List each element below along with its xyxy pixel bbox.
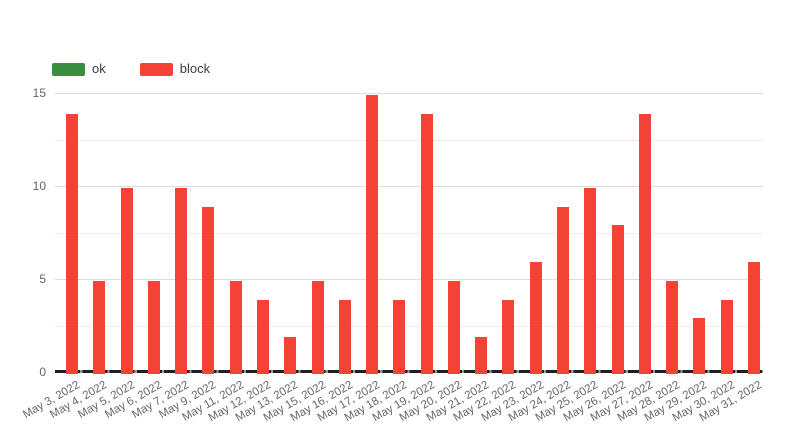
legend-item-block: block [139, 61, 211, 76]
legend-item-ok: ok [52, 62, 106, 76]
minor-gridline [55, 325, 763, 327]
bar-block-May-25-2022[interactable] [584, 188, 597, 374]
bar-block-May-4-2022[interactable] [93, 281, 106, 374]
bar-block-May-22-2022[interactable] [502, 299, 515, 374]
legend-label-ok: ok [92, 61, 106, 76]
bar-block-May-13-2022[interactable] [284, 336, 297, 374]
bar-block-May-11-2022[interactable] [229, 281, 242, 374]
bar-block-May-15-2022[interactable] [311, 281, 324, 374]
bar-block-May-23-2022[interactable] [529, 262, 542, 374]
bar-block-May-6-2022[interactable] [147, 281, 160, 374]
legend-swatch-block-icon [139, 62, 173, 76]
bar-block-May-17-2022[interactable] [366, 95, 379, 374]
bar-block-May-26-2022[interactable] [611, 225, 624, 374]
y-tick-label: 10 [32, 179, 46, 193]
bar-block-May-27-2022[interactable] [638, 113, 651, 374]
minor-gridline [55, 232, 763, 234]
bar-block-May-31-2022[interactable] [748, 262, 760, 374]
major-gridline [55, 186, 763, 187]
legend-swatch-ok-icon [52, 62, 85, 76]
bar-block-May-28-2022[interactable] [666, 281, 679, 374]
bar-block-May-18-2022[interactable] [393, 299, 406, 374]
major-gridline [55, 279, 763, 280]
bar-block-May-9-2022[interactable] [202, 206, 215, 374]
bar-block-May-3-2022[interactable] [66, 113, 78, 374]
bar-block-May-20-2022[interactable] [447, 281, 460, 374]
bar-block-May-30-2022[interactable] [720, 299, 733, 374]
y-tick-label: 0 [39, 365, 46, 379]
bar-block-May-16-2022[interactable] [338, 299, 351, 374]
bar-block-May-12-2022[interactable] [256, 299, 269, 374]
legend: ok block [52, 62, 210, 76]
y-tick-label: 5 [39, 272, 46, 286]
y-tick-label: 15 [32, 86, 46, 100]
bar-block-May-5-2022[interactable] [120, 188, 133, 374]
bar-block-May-24-2022[interactable] [557, 206, 570, 374]
plot-area [55, 93, 763, 374]
x-axis-baseline [55, 370, 763, 373]
bar-block-May-19-2022[interactable] [420, 113, 433, 374]
bar-block-May-7-2022[interactable] [175, 188, 188, 374]
minor-gridline [55, 139, 763, 141]
bar-block-May-29-2022[interactable] [693, 318, 706, 374]
legend-label-block: block [179, 61, 211, 76]
major-gridline [55, 93, 763, 94]
bar-block-May-21-2022[interactable] [475, 336, 488, 374]
